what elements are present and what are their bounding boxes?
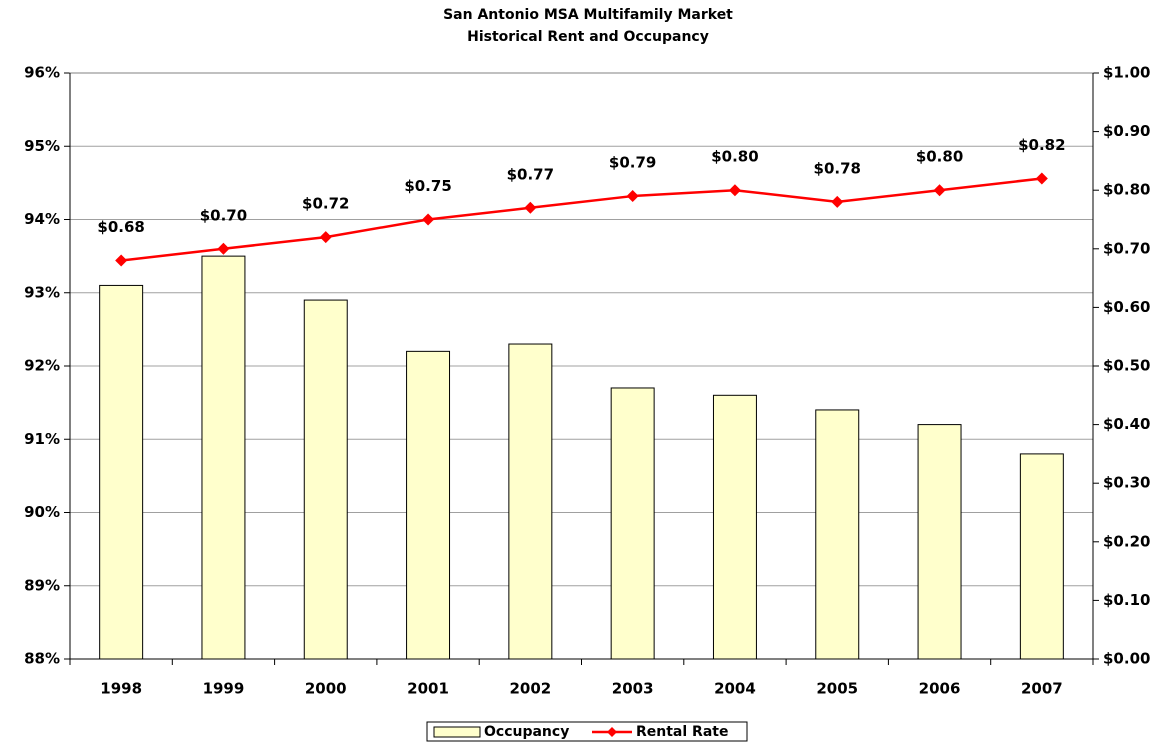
x-tick-label: 1999 bbox=[203, 680, 245, 698]
data-label: $0.72 bbox=[302, 195, 349, 213]
marker bbox=[319, 231, 332, 244]
marker bbox=[933, 184, 946, 197]
y2-tick-label: $0.50 bbox=[1103, 357, 1150, 375]
bar bbox=[406, 350, 451, 660]
data-label: $0.78 bbox=[814, 159, 861, 177]
legend-swatch bbox=[433, 726, 481, 738]
x-tick-label: 1998 bbox=[100, 680, 142, 698]
marker bbox=[1035, 172, 1048, 185]
marker bbox=[728, 184, 741, 197]
bar bbox=[201, 255, 246, 660]
legend-marker bbox=[607, 727, 617, 737]
y-tick-label: 94% bbox=[24, 210, 60, 228]
y-tick-label: 96% bbox=[24, 64, 60, 82]
x-tick-label: 2001 bbox=[407, 680, 449, 698]
legend-label: Rental Rate bbox=[636, 724, 728, 740]
y2-tick-label: $0.30 bbox=[1103, 474, 1150, 492]
x-tick-label: 2007 bbox=[1021, 680, 1063, 698]
marker bbox=[217, 242, 230, 255]
marker bbox=[524, 201, 537, 214]
data-label: $0.70 bbox=[200, 206, 247, 224]
data-label: $0.80 bbox=[711, 148, 758, 166]
data-label: $0.79 bbox=[609, 154, 656, 172]
x-tick-label: 2005 bbox=[816, 680, 858, 698]
y2-tick-label: $0.10 bbox=[1103, 591, 1150, 609]
y-tick-label: 92% bbox=[24, 357, 60, 375]
y2-tick-label: $0.00 bbox=[1103, 650, 1150, 668]
bar bbox=[917, 424, 962, 660]
chart-title: San Antonio MSA Multifamily Market bbox=[443, 7, 733, 23]
y-tick-label: 90% bbox=[24, 503, 60, 521]
y2-tick-label: $0.80 bbox=[1103, 181, 1150, 199]
bar bbox=[1019, 453, 1064, 660]
chart-subtitle: Historical Rent and Occupancy bbox=[467, 29, 709, 45]
data-label: $0.80 bbox=[916, 148, 963, 166]
line bbox=[121, 177, 1042, 262]
x-tick-label: 2002 bbox=[509, 680, 551, 698]
y-tick-label: 95% bbox=[24, 137, 60, 155]
y2-tick-label: $0.90 bbox=[1103, 122, 1150, 140]
bar bbox=[508, 343, 553, 660]
x-tick-label: 2004 bbox=[714, 680, 756, 698]
y-tick-label: 89% bbox=[24, 576, 60, 594]
x-tick-label: 2006 bbox=[919, 680, 961, 698]
y2-tick-label: $0.70 bbox=[1103, 239, 1150, 257]
bar bbox=[303, 299, 348, 660]
y2-tick-label: $0.40 bbox=[1103, 415, 1150, 433]
x-tick-label: 2000 bbox=[305, 680, 347, 698]
data-label: $0.75 bbox=[404, 177, 451, 195]
x-tick-label: 2003 bbox=[612, 680, 654, 698]
marker bbox=[831, 195, 844, 208]
y2-tick-label: $1.00 bbox=[1103, 64, 1150, 82]
bar bbox=[712, 394, 757, 660]
legend-label: Occupancy bbox=[484, 724, 569, 740]
marker bbox=[626, 190, 639, 203]
marker bbox=[422, 213, 435, 226]
data-label: $0.82 bbox=[1018, 136, 1065, 154]
y-tick-label: 91% bbox=[24, 430, 60, 448]
bar bbox=[815, 409, 860, 660]
y2-tick-label: $0.60 bbox=[1103, 298, 1150, 316]
data-label: $0.77 bbox=[507, 165, 554, 183]
data-label: $0.68 bbox=[97, 218, 144, 236]
y-tick-label: 93% bbox=[24, 283, 60, 301]
y-tick-label: 88% bbox=[24, 650, 60, 668]
marker bbox=[115, 254, 128, 267]
y2-tick-label: $0.20 bbox=[1103, 532, 1150, 550]
legend-box bbox=[426, 721, 748, 742]
bar bbox=[610, 387, 655, 660]
bar bbox=[99, 284, 144, 660]
